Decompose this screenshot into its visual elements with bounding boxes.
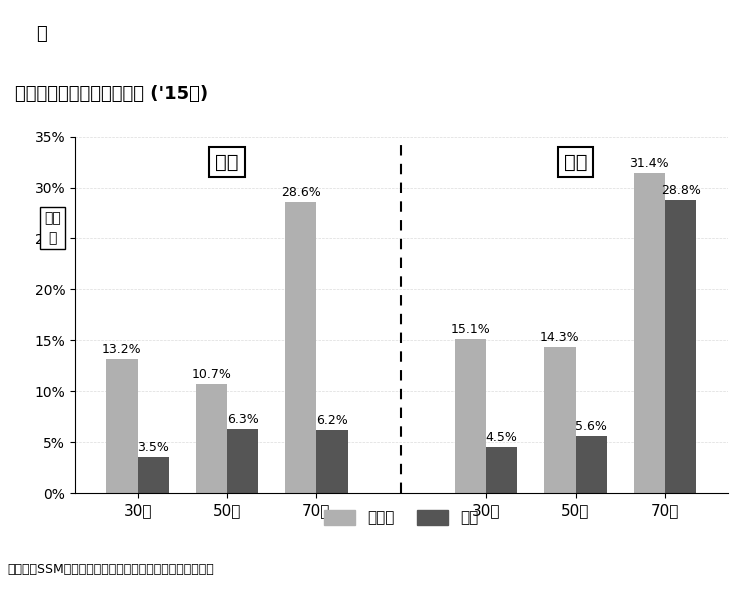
Bar <box>544 347 575 493</box>
Bar <box>575 436 607 493</box>
Bar <box>455 339 486 493</box>
Bar <box>196 384 227 493</box>
Text: 5.6%: 5.6% <box>575 420 608 433</box>
Bar <box>316 430 347 493</box>
Text: 3.5%: 3.5% <box>137 441 170 454</box>
Text: 女性: 女性 <box>564 153 587 172</box>
Text: 15.1%: 15.1% <box>451 323 491 336</box>
Text: 図: 図 <box>36 25 46 43</box>
Text: 28.8%: 28.8% <box>661 184 700 197</box>
Text: 学歴・年代別にみた貧困率 ('15年): 学歴・年代別にみた貧困率 ('15年) <box>15 84 208 103</box>
Bar <box>106 359 137 493</box>
Text: 10.7%: 10.7% <box>191 368 231 381</box>
Bar <box>137 457 169 493</box>
Text: （出所）SSM調査データに基づく橋本健二さんによる計算: （出所）SSM調査データに基づく橋本健二さんによる計算 <box>8 563 214 576</box>
Bar <box>634 173 665 493</box>
Text: 6.3%: 6.3% <box>226 413 259 426</box>
Text: 31.4%: 31.4% <box>629 157 669 170</box>
Text: 貧困
率: 貧困 率 <box>44 211 61 245</box>
Text: 男性: 男性 <box>215 153 238 172</box>
Text: 13.2%: 13.2% <box>102 343 142 356</box>
Text: いずれの世代でも非大卒の貧困率が高い: いずれの世代でも非大卒の貧困率が高い <box>98 21 397 50</box>
Bar <box>486 447 518 493</box>
Text: 4.5%: 4.5% <box>486 431 518 444</box>
Bar <box>665 200 696 493</box>
Legend: 非大卒, 大卒: 非大卒, 大卒 <box>318 504 484 532</box>
Bar <box>227 429 258 493</box>
Text: 28.6%: 28.6% <box>280 186 320 199</box>
Bar <box>285 202 316 493</box>
FancyBboxPatch shape <box>15 11 68 61</box>
Text: 14.3%: 14.3% <box>540 331 580 345</box>
Text: 6.2%: 6.2% <box>316 414 348 427</box>
